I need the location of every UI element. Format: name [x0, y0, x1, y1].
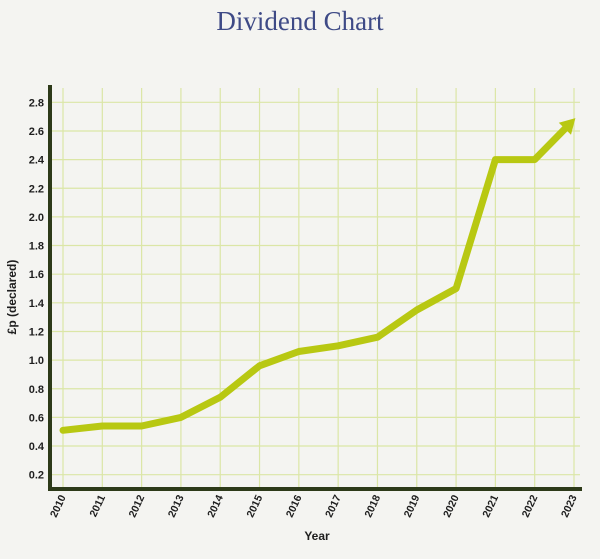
series-arrowhead [558, 118, 576, 135]
x-tick-label: 2016 [284, 493, 305, 519]
x-axis-label: Year [304, 529, 330, 543]
x-tick-label: 2017 [323, 493, 344, 519]
y-axis-label: £p (declared) [5, 260, 19, 335]
y-tick-label: 1.8 [29, 241, 44, 253]
x-tick-label: 2018 [362, 493, 383, 519]
y-axis-ticks: 0.2 0.4 0.6 0.8 1.0 1.2 1.4 1.6 1.8 2.0 2.2 2.4 2.6 2… [29, 97, 45, 481]
x-tick-label: 2014 [205, 493, 226, 519]
horizontal-gridlines [50, 101, 580, 476]
x-tick-label: 2010 [48, 493, 69, 519]
chart-title: Dividend Chart [216, 6, 384, 36]
y-tick-label: 2.4 [29, 155, 45, 167]
y-tick-label: 1.6 [29, 269, 44, 281]
series-group [59, 118, 576, 434]
x-tick-label: 2020 [441, 493, 462, 519]
y-tick-label: 0.6 [29, 412, 44, 424]
y-tick-label: 2.6 [29, 126, 44, 138]
y-tick-label: 2.8 [29, 97, 44, 109]
y-tick-label: 1.2 [29, 326, 44, 338]
x-tick-label: 2012 [127, 493, 148, 519]
y-tick-label: 0.8 [29, 384, 44, 396]
x-tick-label: 2015 [245, 493, 266, 519]
y-tick-label: 0.2 [29, 470, 44, 482]
y-tick-label: 1.0 [29, 355, 44, 367]
y-tick-label: 1.4 [29, 298, 45, 310]
chart-axes [48, 85, 582, 491]
y-tick-label: 2.2 [29, 183, 44, 195]
x-tick-label: 2013 [166, 493, 187, 519]
series-line-0 [59, 123, 570, 434]
x-tick-label: 2023 [559, 493, 580, 519]
y-tick-label: 0.4 [29, 441, 45, 453]
x-tick-label: 2019 [402, 493, 423, 519]
x-tick-label: 2021 [480, 493, 501, 519]
y-tick-label: 2.0 [29, 212, 44, 224]
x-tick-label: 2011 [88, 493, 109, 519]
x-axis-ticks: 2010 2011 2012 2013 2014 2015 2016 2017 2018 2019… [48, 493, 580, 519]
x-tick-label: 2022 [520, 493, 541, 519]
